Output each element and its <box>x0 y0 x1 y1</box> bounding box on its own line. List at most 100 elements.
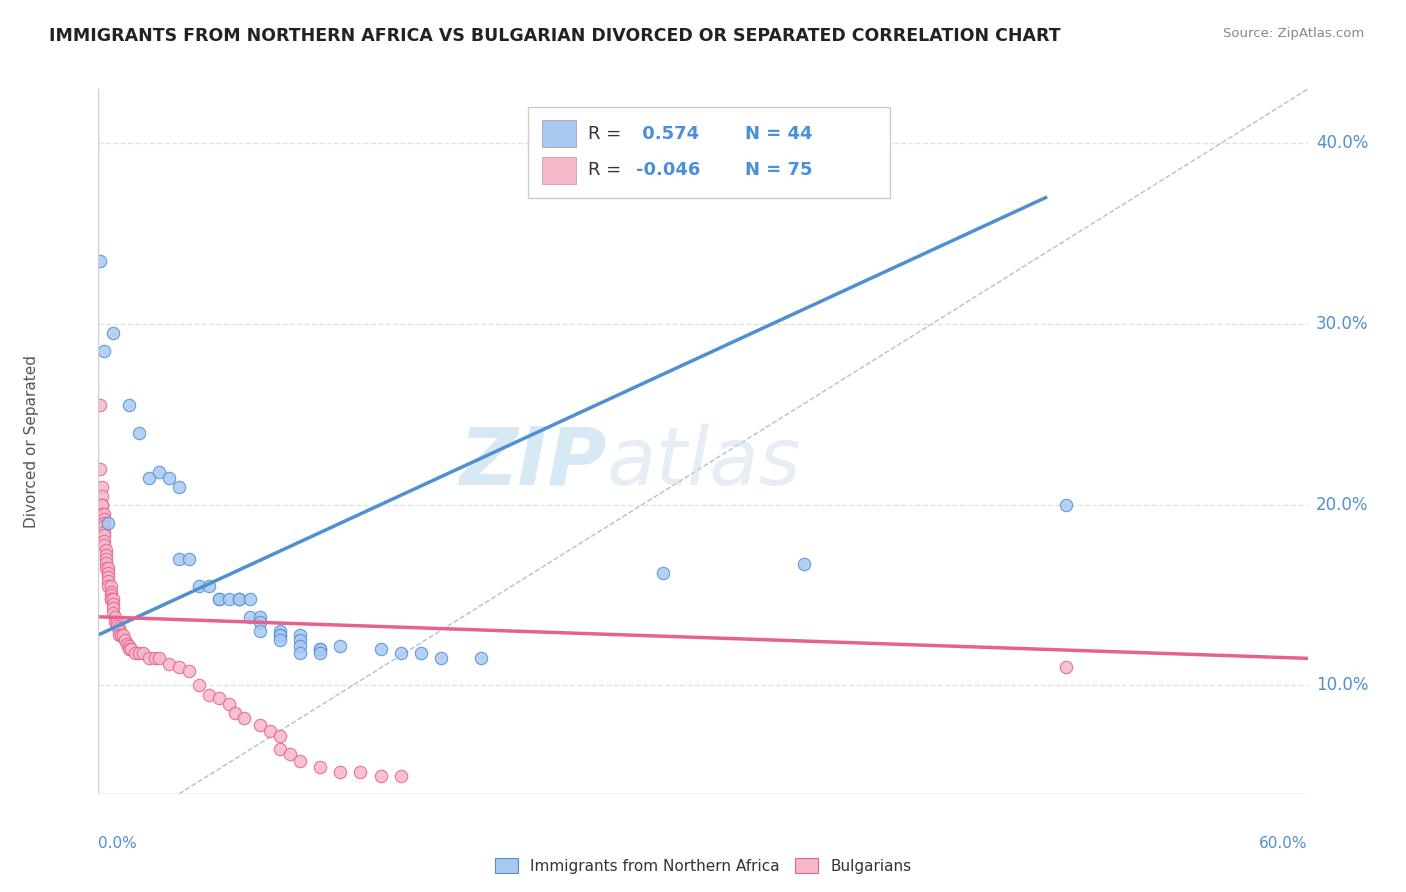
Text: 60.0%: 60.0% <box>1260 836 1308 851</box>
Point <box>93 512 115 526</box>
Point <box>89 461 111 475</box>
Point <box>288 639 311 653</box>
Text: N = 75: N = 75 <box>745 161 813 179</box>
Point <box>228 591 250 606</box>
Point <box>110 628 132 642</box>
Text: ZIP: ZIP <box>458 424 606 501</box>
Point <box>97 516 120 530</box>
Point <box>114 633 136 648</box>
Point <box>218 591 240 606</box>
Point <box>249 624 271 639</box>
Point <box>97 574 120 588</box>
Point <box>228 591 250 606</box>
Text: 0.574: 0.574 <box>637 125 700 143</box>
Point <box>167 480 190 494</box>
Point <box>107 624 129 639</box>
Point <box>148 465 170 479</box>
Point <box>115 637 138 651</box>
Point <box>101 591 124 606</box>
Point <box>93 516 115 530</box>
Point <box>249 609 271 624</box>
Point <box>111 628 134 642</box>
Point <box>89 398 111 412</box>
Point <box>188 678 211 692</box>
Point <box>269 729 291 743</box>
Point <box>107 628 129 642</box>
Point <box>329 639 352 653</box>
Point <box>239 609 262 624</box>
Text: 30.0%: 30.0% <box>1316 315 1368 333</box>
Point <box>93 507 115 521</box>
Point <box>157 657 180 671</box>
Point <box>97 561 120 575</box>
Point <box>91 498 114 512</box>
Text: atlas: atlas <box>606 424 801 501</box>
Text: 0.0%: 0.0% <box>98 836 138 851</box>
Point <box>91 480 114 494</box>
Point <box>93 344 115 359</box>
Point <box>179 552 201 566</box>
Text: 40.0%: 40.0% <box>1316 135 1368 153</box>
Point <box>198 688 221 702</box>
Point <box>167 660 190 674</box>
Text: N = 44: N = 44 <box>745 125 813 143</box>
Point <box>249 615 271 630</box>
Point <box>208 591 231 606</box>
Point <box>101 597 124 611</box>
Point <box>100 588 122 602</box>
Point <box>167 552 190 566</box>
Point <box>188 579 211 593</box>
Point <box>409 646 432 660</box>
Point <box>97 579 120 593</box>
Point <box>97 570 120 584</box>
Point <box>138 471 160 485</box>
Point <box>470 651 492 665</box>
Point <box>100 591 122 606</box>
Point <box>370 769 392 783</box>
Point <box>96 561 118 575</box>
Point <box>132 646 155 660</box>
Point <box>651 566 673 581</box>
Point <box>389 646 412 660</box>
Point <box>143 651 166 665</box>
Point <box>288 646 311 660</box>
Point <box>239 591 262 606</box>
Point <box>96 556 118 570</box>
Point <box>288 755 311 769</box>
Point <box>101 326 124 340</box>
Point <box>96 552 118 566</box>
FancyBboxPatch shape <box>543 120 576 147</box>
Text: Source: ZipAtlas.com: Source: ZipAtlas.com <box>1223 27 1364 40</box>
Point <box>349 765 371 780</box>
Point <box>101 606 124 620</box>
Text: 10.0%: 10.0% <box>1316 676 1368 695</box>
Point <box>118 639 141 653</box>
Point <box>103 615 125 630</box>
Point <box>105 619 128 633</box>
Point <box>100 579 122 593</box>
Point <box>208 691 231 706</box>
Point <box>105 615 128 630</box>
Point <box>232 711 254 725</box>
Point <box>128 646 150 660</box>
Text: 20.0%: 20.0% <box>1316 496 1368 514</box>
Point <box>179 664 201 678</box>
Point <box>288 628 311 642</box>
Point <box>198 579 221 593</box>
Point <box>430 651 453 665</box>
Point <box>93 537 115 551</box>
Point <box>269 624 291 639</box>
Legend: Immigrants from Northern Africa, Bulgarians: Immigrants from Northern Africa, Bulgari… <box>489 852 917 880</box>
Point <box>96 543 118 558</box>
Point <box>309 642 332 657</box>
Point <box>224 706 246 720</box>
Point <box>329 765 352 780</box>
Point <box>370 642 392 657</box>
Point <box>128 425 150 440</box>
Point <box>118 398 141 412</box>
Point <box>101 600 124 615</box>
Text: R =: R = <box>588 161 627 179</box>
Point <box>1054 498 1077 512</box>
FancyBboxPatch shape <box>543 157 576 184</box>
Point <box>91 498 114 512</box>
